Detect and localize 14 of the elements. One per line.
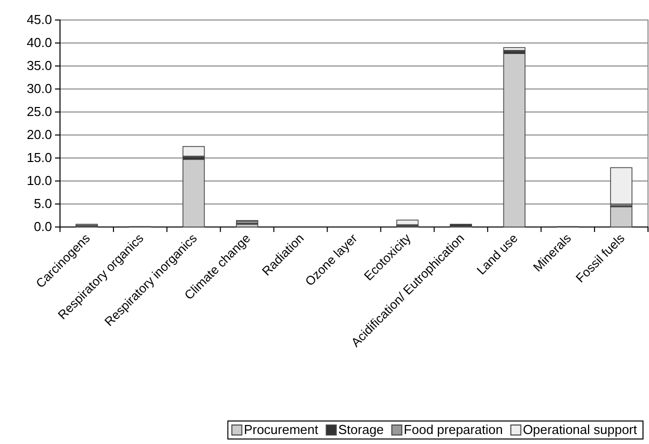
legend-label: Procurement <box>244 422 319 437</box>
y-tick-label: 45.0 <box>26 12 52 28</box>
legend-label: Food preparation <box>404 422 503 437</box>
y-tick-label: 30.0 <box>26 81 52 96</box>
legend-label: Operational support <box>522 422 638 437</box>
y-tick-label: 35.0 <box>26 58 52 74</box>
y-tick-label: 25.0 <box>26 104 52 120</box>
y-tick-label: 10.0 <box>26 173 52 188</box>
legend-label: Storage <box>338 422 384 437</box>
y-tick-label: 0.0 <box>34 219 52 234</box>
y-tick-label: 20.0 <box>26 127 52 142</box>
y-tick-label: 15.0 <box>26 150 52 166</box>
y-tick-label: 40.0 <box>26 35 52 50</box>
y-tick-label: 5.0 <box>34 196 52 212</box>
